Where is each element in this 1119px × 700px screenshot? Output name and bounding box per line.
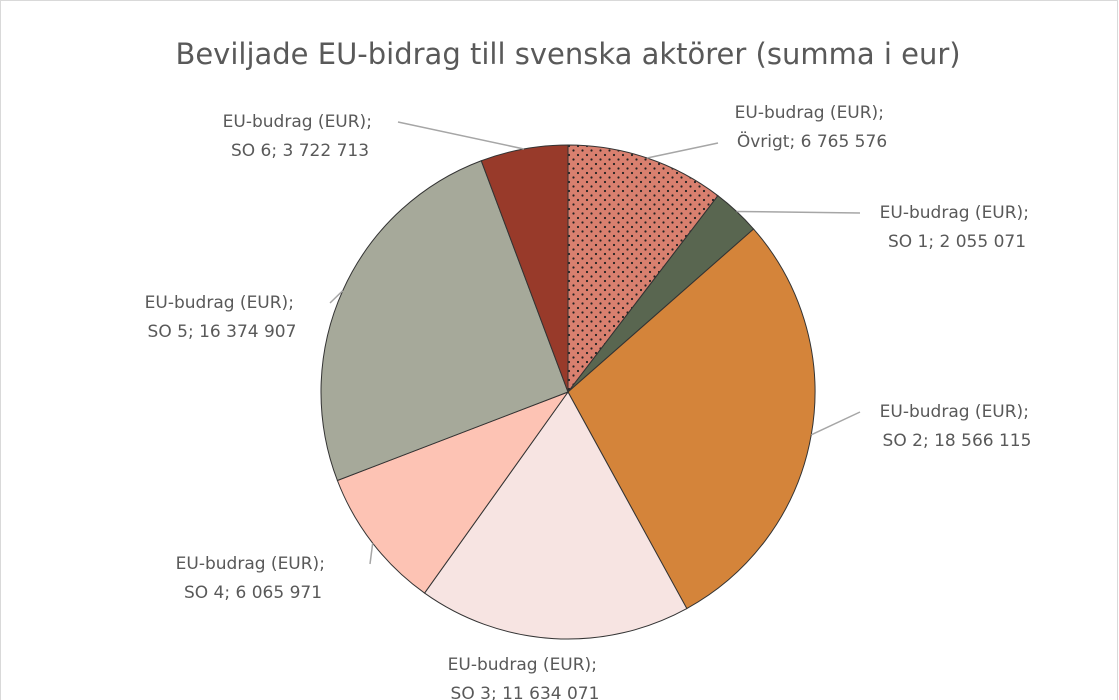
label-value: 3 722 713	[283, 141, 370, 161]
leader-line	[369, 543, 374, 565]
label-category: SO 4	[184, 583, 224, 603]
pie-slice	[567, 144, 719, 394]
label-sep: ;	[288, 293, 299, 313]
label-line: SO 6; 3 722 713	[231, 141, 369, 161]
leader-line	[397, 121, 525, 150]
label-series: EU-budrag (EUR)	[448, 655, 592, 675]
label-value: 18 566 115	[934, 431, 1031, 451]
label-sep: ;	[224, 583, 235, 603]
label-sep: ;	[878, 103, 889, 123]
leader-line	[646, 142, 719, 159]
label-sep: ;	[1023, 203, 1034, 223]
label-sep: ;	[366, 112, 377, 132]
data-label: EU-budrag (EUR); SO 4; 6 065 971	[176, 554, 331, 603]
pie-slice	[423, 391, 688, 640]
label-line: SO 2; 18 566 115	[883, 431, 1032, 451]
label-sep: ;	[928, 232, 939, 252]
pie-slice	[480, 144, 569, 393]
data-label: EU-budrag (EUR); SO 3; 11 634 071	[448, 655, 603, 700]
label-value: 6 065 971	[236, 583, 323, 603]
label-sep: ;	[271, 141, 282, 161]
chart-title: Beviljade EU-bidrag till svenska aktörer…	[175, 37, 960, 71]
label-sep: ;	[591, 655, 602, 675]
label-category: SO 6	[231, 141, 271, 161]
leader-line	[329, 290, 344, 304]
label-series: EU-budrag (EUR)	[145, 293, 289, 313]
label-value: 16 374 907	[199, 322, 296, 342]
label-category: SO 2	[883, 431, 923, 451]
data-label: EU-budrag (EUR); SO 1; 2 055 071	[880, 203, 1035, 252]
leader-line	[736, 210, 861, 214]
label-category: Övrigt	[737, 130, 790, 152]
label-line: Övrigt; 6 765 576	[737, 130, 887, 152]
data-label: EU-budrag (EUR); SO 2; 18 566 115	[880, 402, 1035, 451]
label-category: SO 3	[451, 684, 491, 700]
label-series: EU-budrag (EUR)	[223, 112, 367, 132]
label-series: EU-budrag (EUR)	[880, 203, 1024, 223]
data-label: EU-budrag (EUR); SO 5; 16 374 907	[145, 293, 300, 342]
label-value: 6 765 576	[801, 132, 888, 152]
label-series: EU-budrag (EUR)	[176, 554, 320, 574]
label-series: EU-budrag (EUR)	[735, 103, 879, 123]
label-category: SO 5	[148, 322, 188, 342]
data-label: EU-budrag (EUR); Övrigt; 6 765 576	[735, 103, 890, 152]
label-sep: ;	[1023, 402, 1034, 422]
label-category: SO 1	[888, 232, 928, 252]
label-line: SO 5; 16 374 907	[148, 322, 297, 342]
label-sep: ;	[491, 684, 502, 700]
label-line: SO 4; 6 065 971	[184, 583, 322, 603]
label-sep: ;	[789, 132, 800, 152]
label-series: EU-budrag (EUR)	[880, 402, 1024, 422]
label-line: SO 3; 11 634 071	[451, 684, 600, 700]
label-value: 2 055 071	[940, 232, 1027, 252]
pie-slice	[567, 228, 816, 610]
leader-line	[810, 411, 861, 436]
label-line: SO 1; 2 055 071	[888, 232, 1026, 252]
label-value: 11 634 071	[502, 684, 599, 700]
label-sep: ;	[923, 431, 934, 451]
label-sep: ;	[188, 322, 199, 342]
data-label: EU-budrag (EUR); SO 6; 3 722 713	[223, 112, 378, 161]
label-sep: ;	[319, 554, 330, 574]
